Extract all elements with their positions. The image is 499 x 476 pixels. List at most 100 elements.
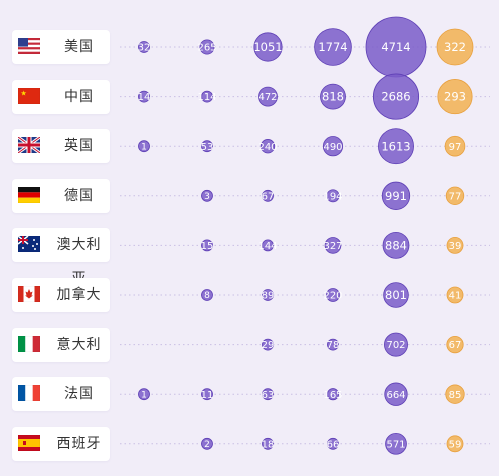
bubble	[384, 382, 408, 406]
bubble-value-label: 14	[138, 92, 151, 103]
bubble-total	[446, 236, 464, 254]
bubble	[201, 140, 213, 153]
bubble	[201, 189, 213, 202]
bubble-value-label: 63	[262, 390, 275, 401]
country-label: 西班牙	[12, 426, 110, 461]
bubble-value-label: 67	[262, 191, 275, 202]
country-name: 法国	[64, 386, 94, 403]
bubble-value-label: 1774	[318, 40, 347, 54]
bubble-value-label: 77	[449, 191, 462, 202]
bubble	[378, 128, 414, 165]
bubble	[382, 232, 410, 259]
it-flag-icon	[18, 335, 40, 352]
bubble-total	[446, 335, 464, 354]
bubble	[385, 432, 407, 455]
country-label: 英国	[12, 129, 110, 164]
bubble-value-label: 240	[258, 142, 277, 153]
de-flag-icon	[18, 186, 40, 203]
bubble-total	[436, 28, 474, 66]
bubble-value-label: 322	[444, 40, 466, 54]
country-name: 英国	[64, 138, 94, 155]
bubble-value-label: 114	[197, 92, 216, 103]
country-label: 美国	[12, 30, 110, 64]
bubble-value-label: 2686	[381, 90, 410, 104]
bubble	[138, 90, 150, 103]
bubble-value-label: 327	[323, 241, 342, 252]
bubble-value-label: 4714	[381, 40, 410, 54]
bubble-total	[437, 79, 473, 115]
cn-flag-icon: ★	[18, 87, 40, 104]
bubble	[262, 289, 274, 301]
bubble-value-label: 571	[386, 439, 405, 450]
bubble-value-label: 144	[258, 241, 277, 252]
bubble	[322, 136, 344, 157]
bubble	[262, 388, 274, 401]
bubble-value-label: 265	[197, 43, 216, 54]
country-label: 德国	[12, 178, 110, 213]
bubble	[320, 83, 346, 110]
country-label: 意大利	[12, 327, 110, 362]
bubble	[326, 388, 340, 401]
bubble-value-label: 1	[141, 142, 147, 152]
bubble-value-label: 59	[449, 439, 462, 450]
bubble	[138, 41, 150, 53]
country-label: 法国	[12, 377, 110, 412]
bubble-value-label: 3	[204, 192, 210, 202]
bubble	[262, 437, 274, 450]
bubble-value-label: 66	[327, 439, 340, 450]
bubble-total	[446, 286, 464, 304]
bubble	[201, 289, 213, 301]
bubble-value-label: 165	[323, 390, 342, 401]
bubble-value-label: 801	[385, 288, 407, 302]
svg-text:★: ★	[21, 89, 27, 97]
bubble-value-label: 18	[262, 439, 275, 450]
bubble	[314, 28, 352, 66]
bubble-value-label: 67	[449, 340, 462, 351]
bubble-value-label: 78	[327, 340, 340, 351]
ca-flag-icon	[18, 286, 40, 302]
bubble-total	[445, 384, 465, 404]
bubble-value-label: 2	[204, 440, 210, 450]
au-flag-icon	[18, 236, 40, 253]
bubble-value-label: 664	[386, 390, 405, 401]
bubble	[372, 73, 420, 120]
bubble-total	[446, 435, 464, 453]
bubble-value-label: 220	[323, 291, 342, 302]
bubble-value-label: 1051	[253, 40, 282, 54]
bubble	[262, 239, 274, 252]
bubble	[381, 181, 411, 210]
es-flag-icon	[18, 434, 40, 451]
bubble-value-label: 194	[323, 191, 342, 202]
uk-flag-icon	[18, 137, 40, 154]
bubble-value-label: 1613	[381, 139, 410, 153]
bubble-value-label: 818	[322, 90, 344, 104]
country-name: 德国	[64, 187, 94, 204]
bubble	[324, 237, 342, 254]
bubble	[253, 32, 283, 62]
bubble-value-label: 991	[385, 189, 407, 203]
country-name: 意大利	[56, 336, 102, 353]
bubble	[138, 388, 150, 401]
country-name: 加拿大	[56, 287, 102, 303]
country-name: 中国	[64, 88, 94, 105]
bubble	[201, 239, 213, 252]
country-label: 加拿大	[12, 278, 110, 312]
bubble-value-label: 1	[141, 390, 147, 400]
bubble	[260, 139, 276, 154]
bubble	[138, 140, 150, 153]
bubble	[201, 388, 213, 401]
bubble-value-label: 8	[204, 291, 210, 301]
bubble-value-label: 11	[201, 390, 214, 401]
bubble-value-label: 89	[262, 291, 275, 302]
bubble-value-label: 97	[449, 142, 462, 153]
bubble-value-label: 29	[262, 340, 275, 351]
bubble	[201, 437, 213, 450]
bubble-value-label: 884	[385, 239, 407, 253]
bubble	[262, 189, 274, 202]
bubble-total	[444, 135, 466, 157]
us-flag-icon	[18, 38, 40, 54]
bubble	[383, 282, 409, 308]
bubble	[327, 338, 339, 351]
bubble-value-label: 85	[449, 390, 462, 401]
